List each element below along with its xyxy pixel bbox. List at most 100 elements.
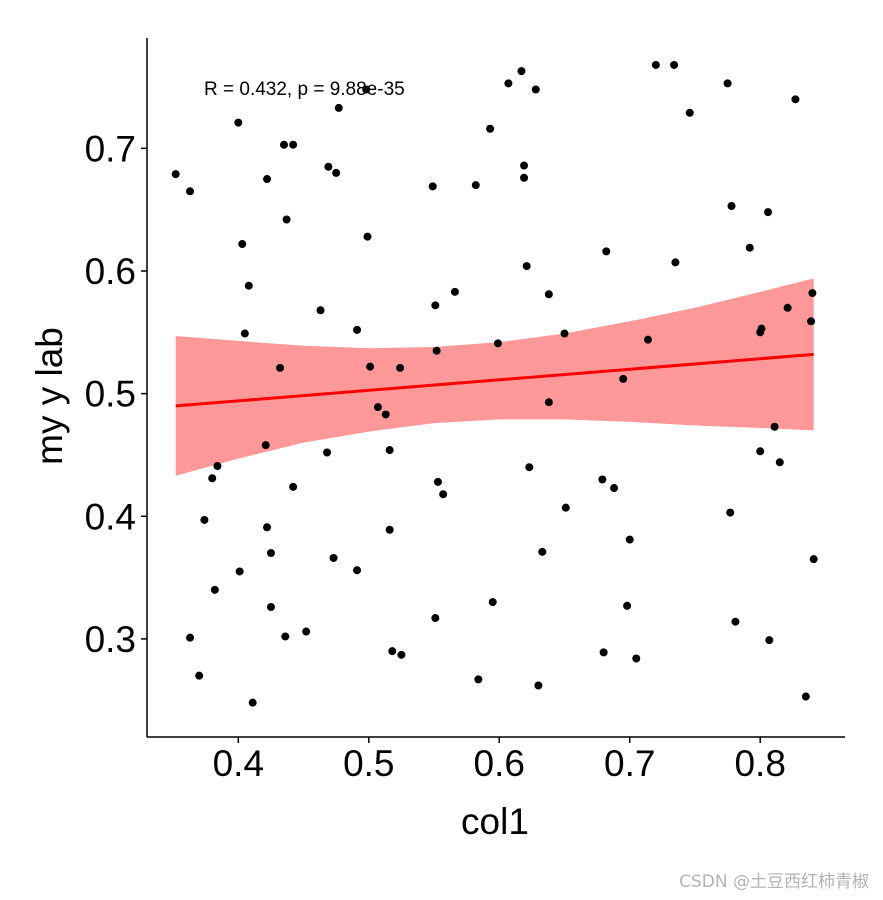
- data-point: [186, 187, 195, 196]
- data-point: [619, 374, 628, 383]
- data-point: [764, 208, 773, 217]
- data-point: [240, 329, 249, 338]
- data-point: [263, 523, 272, 532]
- data-point: [517, 67, 526, 76]
- data-point: [263, 175, 272, 184]
- axes: [146, 38, 845, 738]
- data-point: [279, 140, 288, 149]
- data-point: [671, 258, 680, 267]
- data-point: [366, 362, 375, 371]
- data-point: [745, 243, 754, 252]
- data-point: [302, 627, 311, 636]
- data-point: [632, 654, 641, 663]
- data-point: [623, 601, 632, 610]
- data-point: [433, 477, 442, 486]
- data-point: [450, 287, 459, 296]
- data-point: [323, 448, 332, 457]
- data-point: [801, 692, 810, 701]
- data-point: [282, 215, 291, 224]
- y-tick-label: 0.5: [85, 374, 136, 415]
- x-tick-label: 0.8: [734, 743, 785, 784]
- data-point: [520, 161, 529, 170]
- data-point: [561, 503, 570, 512]
- data-point: [791, 95, 800, 104]
- data-point: [599, 648, 608, 657]
- data-point: [770, 422, 779, 431]
- data-point: [381, 410, 390, 419]
- data-point: [731, 617, 740, 626]
- data-point: [544, 398, 553, 407]
- data-point: [266, 603, 275, 612]
- x-tick-label: 0.5: [343, 743, 394, 784]
- y-tick-label: 0.3: [85, 619, 136, 660]
- data-point: [808, 289, 817, 298]
- data-point: [602, 247, 611, 256]
- data-point: [234, 118, 243, 127]
- y-axis-title: my y lab: [29, 327, 70, 465]
- data-point: [544, 290, 553, 299]
- confidence-band: [175, 278, 814, 476]
- y-tick-label: 0.6: [85, 251, 136, 292]
- data-point: [235, 567, 244, 576]
- data-point: [471, 181, 480, 190]
- y-tick-label: 0.7: [85, 128, 136, 169]
- x-axis-title: col1: [461, 801, 529, 842]
- data-point: [765, 636, 774, 645]
- data-point: [261, 441, 270, 450]
- data-point: [213, 461, 222, 470]
- data-point: [783, 303, 792, 312]
- data-point: [651, 60, 660, 69]
- data-point: [244, 281, 253, 290]
- data-point: [362, 85, 371, 94]
- data-point: [560, 329, 569, 338]
- data-point: [324, 162, 333, 171]
- data-point: [723, 79, 732, 88]
- data-point: [486, 124, 495, 133]
- regression-line: [175, 352, 814, 408]
- data-point: [474, 675, 483, 684]
- data-point: [316, 306, 325, 315]
- data-point: [289, 482, 298, 491]
- data-point: [385, 446, 394, 455]
- data-point: [388, 647, 397, 656]
- data-point: [431, 301, 440, 310]
- data-point: [493, 339, 502, 348]
- data-point: [238, 240, 247, 249]
- correlation-annotation: R = 0.432, p = 9.88e-35: [204, 79, 405, 100]
- data-point: [531, 85, 540, 94]
- data-point: [670, 60, 679, 69]
- y-tick-label: 0.4: [85, 496, 136, 537]
- ticks: 0.4 0.5 0.6 0.7 0.8 0.3 0.4 0.5 0.6 0.7: [85, 128, 786, 784]
- data-point: [525, 463, 534, 472]
- data-point: [329, 553, 338, 562]
- data-point: [504, 79, 513, 88]
- data-point: [289, 140, 298, 149]
- data-point: [276, 363, 285, 372]
- data-point: [334, 103, 343, 112]
- data-point: [353, 325, 362, 334]
- data-point: [488, 598, 497, 607]
- data-point: [807, 317, 816, 326]
- data-point: [195, 671, 204, 680]
- x-tick-label: 0.6: [474, 743, 525, 784]
- data-point: [538, 547, 547, 556]
- data-point: [281, 632, 290, 641]
- data-point: [431, 614, 440, 623]
- data-point: [522, 262, 531, 271]
- fit-line: [175, 352, 814, 408]
- data-point: [534, 681, 543, 690]
- data-point: [396, 363, 405, 372]
- data-point: [353, 566, 362, 575]
- data-point: [756, 447, 765, 456]
- data-point: [598, 475, 607, 484]
- data-point: [248, 698, 257, 707]
- data-point: [643, 335, 652, 344]
- x-tick-label: 0.4: [213, 743, 264, 784]
- data-point: [520, 173, 529, 182]
- data-point: [266, 549, 275, 558]
- data-point: [432, 346, 441, 355]
- data-point: [727, 202, 736, 211]
- data-point: [385, 525, 394, 534]
- data-point: [200, 515, 209, 524]
- data-point: [775, 458, 784, 467]
